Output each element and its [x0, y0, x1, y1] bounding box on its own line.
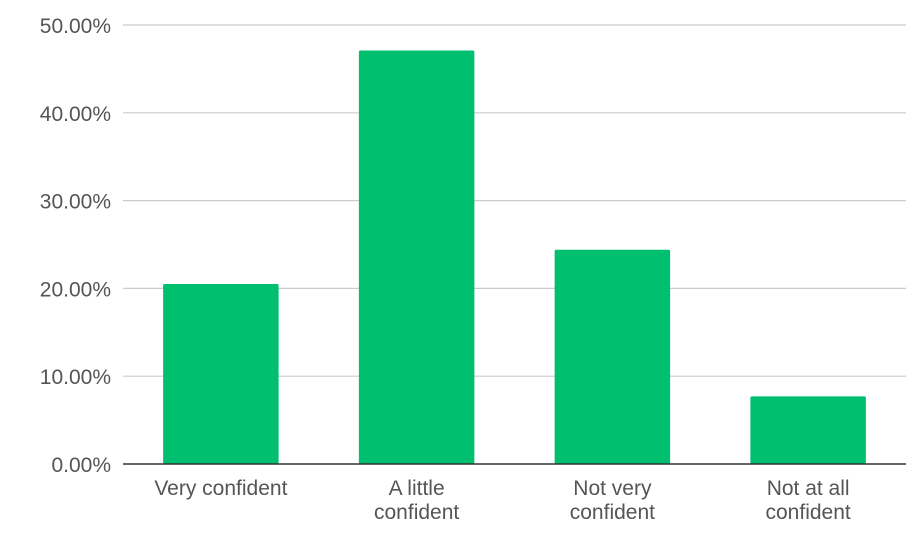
x-tick-label: Very confident [154, 477, 287, 500]
x-tick-label-line: confident [374, 501, 459, 524]
y-tick-label: 0.00% [51, 454, 111, 477]
bar [750, 396, 866, 464]
y-tick-label: 10.00% [40, 366, 111, 389]
x-tick-label: Not very confident [570, 477, 655, 524]
bar [358, 50, 475, 464]
x-tick-label-line: Not at all [767, 477, 850, 500]
bars [163, 50, 866, 464]
x-tick-label: Not at all confident [766, 477, 851, 524]
x-tick-label-line: confident [766, 501, 851, 524]
y-tick-label: 20.00% [40, 278, 111, 301]
y-tick-label: 40.00% [40, 103, 111, 126]
x-tick-label-line: Not very [573, 477, 652, 500]
bar [554, 249, 671, 464]
x-tick-label-line: A little [389, 477, 445, 500]
y-axis-tick-labels: 0.00% 10.00% 20.00% 30.00% 40.00% 50.00% [40, 15, 111, 477]
y-tick-label: 30.00% [40, 191, 111, 214]
y-tick-label: 50.00% [40, 15, 111, 38]
x-tick-label-line: Very confident [154, 477, 287, 500]
x-tick-label-line: confident [570, 501, 655, 524]
x-tick-label: A little confident [374, 477, 459, 524]
bar [163, 284, 279, 464]
